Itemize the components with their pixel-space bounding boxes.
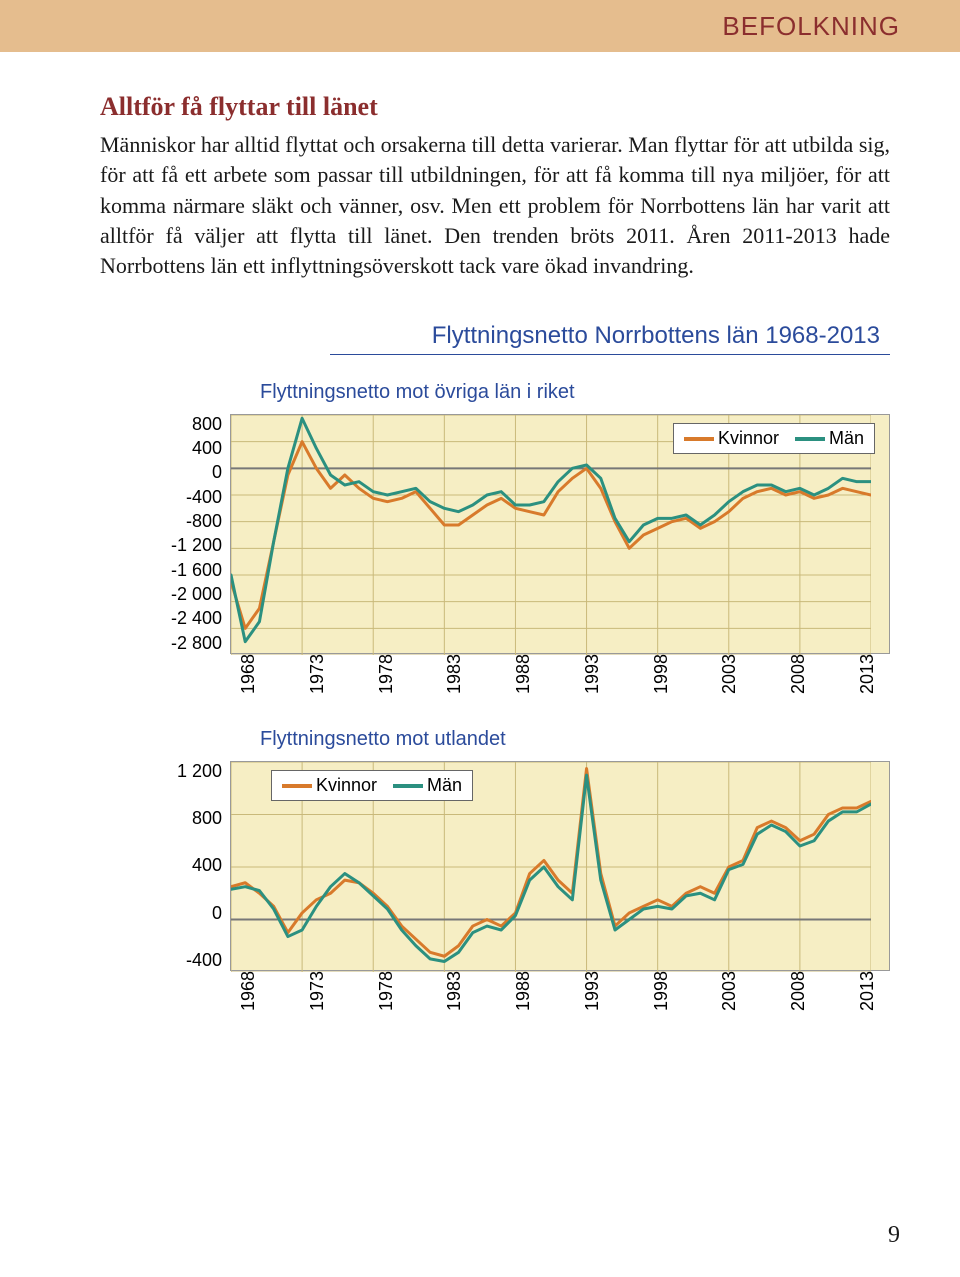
x-tick-label: 2013 — [857, 654, 878, 694]
chart1-wrap: 800 400 0 -400 -800 -1 200 -1 600 -2 000 -2 400 -… — [160, 414, 890, 654]
legend-swatch — [684, 437, 714, 441]
legend-swatch — [393, 784, 423, 788]
chart1-x-axis: 1968 1973 1978 1983 1988 1993 1998 2003 2008 2013 — [238, 654, 878, 694]
x-tick-label: 1978 — [376, 971, 397, 1011]
x-tick-label: 1993 — [582, 654, 603, 694]
y-tick-label: 800 — [192, 808, 222, 829]
y-tick-label: 400 — [192, 438, 222, 459]
legend-item: Män — [795, 428, 864, 449]
legend-swatch — [795, 437, 825, 441]
x-tick-label: 1988 — [513, 971, 534, 1011]
legend-swatch — [282, 784, 312, 788]
chart1-plot: Kvinnor Män — [230, 414, 890, 654]
y-tick-label: 1 200 — [177, 761, 222, 782]
x-tick-label: 1973 — [307, 971, 328, 1011]
chart1-subtitle: Flyttningsnetto mot övriga län i riket — [260, 381, 890, 404]
y-tick-label: 400 — [192, 855, 222, 876]
content-area: Alltför få flyttar till länet Människor … — [0, 52, 960, 1011]
x-tick-label: 1988 — [513, 654, 534, 694]
x-tick-label: 1968 — [238, 971, 259, 1011]
legend-item: Kvinnor — [684, 428, 779, 449]
section-heading: Alltför få flyttar till länet — [100, 92, 890, 122]
chart-title: Flyttningsnetto Norrbottens län 1968-201… — [330, 322, 890, 355]
chart2-legend: Kvinnor Män — [271, 770, 473, 801]
y-tick-label: -1 200 — [171, 535, 222, 556]
y-tick-label: -400 — [186, 950, 222, 971]
chart2-x-axis: 1968 1973 1978 1983 1988 1993 1998 2003 2008 2013 — [238, 971, 878, 1011]
x-tick-label: 1998 — [651, 971, 672, 1011]
x-tick-label: 2008 — [788, 971, 809, 1011]
chart2-plot: Kvinnor Män — [230, 761, 890, 971]
x-tick-label: 1993 — [582, 971, 603, 1011]
x-tick-label: 2013 — [857, 971, 878, 1011]
chart2-subtitle: Flyttningsnetto mot utlandet — [260, 728, 890, 751]
legend-item: Kvinnor — [282, 775, 377, 796]
x-tick-label: 2003 — [719, 654, 740, 694]
y-tick-label: -1 600 — [171, 560, 222, 581]
legend-item: Män — [393, 775, 462, 796]
x-tick-label: 1983 — [444, 971, 465, 1011]
x-tick-label: 1968 — [238, 654, 259, 694]
y-tick-label: 800 — [192, 414, 222, 435]
y-tick-label: -2 000 — [171, 584, 222, 605]
body-paragraph: Människor har alltid flyttat och orsaker… — [100, 130, 890, 282]
y-tick-label: -2 800 — [171, 633, 222, 654]
header-category: BEFOLKNING — [722, 11, 900, 42]
chart1-y-axis: 800 400 0 -400 -800 -1 200 -1 600 -2 000 -2 400 -… — [160, 414, 230, 654]
y-tick-label: -2 400 — [171, 608, 222, 629]
x-tick-label: 1983 — [444, 654, 465, 694]
y-tick-label: 0 — [212, 462, 222, 483]
x-tick-label: 1973 — [307, 654, 328, 694]
chart2-y-axis: 1 200 800 400 0 -400 — [160, 761, 230, 971]
header-band: BEFOLKNING — [0, 0, 960, 52]
chart1-legend: Kvinnor Män — [673, 423, 875, 454]
x-tick-label: 1978 — [376, 654, 397, 694]
y-tick-label: -800 — [186, 511, 222, 532]
page-number: 9 — [888, 1222, 900, 1249]
chart2-wrap: 1 200 800 400 0 -400 Kvinnor Män — [160, 761, 890, 971]
x-tick-label: 1998 — [651, 654, 672, 694]
y-tick-label: 0 — [212, 903, 222, 924]
x-tick-label: 2003 — [719, 971, 740, 1011]
y-tick-label: -400 — [186, 487, 222, 508]
x-tick-label: 2008 — [788, 654, 809, 694]
